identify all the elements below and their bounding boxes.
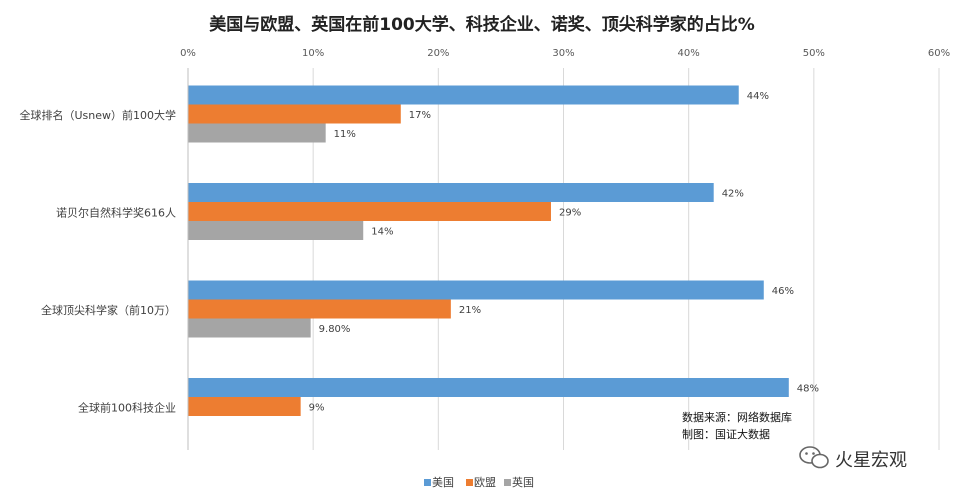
- x-tick-label: 30%: [552, 48, 574, 59]
- legend-label: 欧盟: [474, 476, 496, 489]
- x-tick-label: 60%: [928, 48, 950, 59]
- bar: [188, 378, 789, 397]
- category-label: 全球顶尖科学家（前10万）: [41, 303, 176, 317]
- data-labels: 44% 17% 11% 42% 29% 14% 46% 21% 9.80% 48% 9%: [309, 91, 819, 414]
- bar: [188, 85, 739, 105]
- category-label: 诺贝尔自然科学奖616人: [56, 206, 176, 220]
- legend-swatch: [424, 479, 431, 486]
- legend-label: 英国: [512, 475, 534, 489]
- x-tick-label: 40%: [678, 48, 700, 59]
- x-tick-label: 0%: [180, 48, 196, 59]
- x-axis-ticks: 0% 10% 20% 30% 40% 50% 60%: [180, 48, 950, 59]
- data-label: 29%: [559, 208, 581, 219]
- legend-swatch: [466, 479, 473, 486]
- source-note: 数据来源：网络数据库: [682, 410, 792, 424]
- category-labels: 全球排名（Usnew）前100大学诺贝尔自然科学奖616人全球顶尖科学家（前10…: [19, 108, 176, 415]
- bar: [188, 123, 326, 143]
- legend-label: 美国: [432, 476, 454, 489]
- bar: [188, 221, 364, 240]
- bar: [188, 280, 764, 300]
- wechat-icon: [799, 446, 829, 469]
- x-tick-label: 10%: [302, 48, 324, 59]
- category-label: 全球前100科技企业: [78, 401, 176, 415]
- data-label: 46%: [772, 286, 794, 297]
- data-label: 9.80%: [319, 324, 351, 335]
- x-tick-label: 20%: [427, 48, 449, 59]
- data-label: 21%: [459, 305, 481, 316]
- maker-note: 制图：国证大数据: [682, 427, 770, 441]
- data-label: 44%: [747, 91, 769, 102]
- watermark: 火星宏观: [799, 446, 907, 471]
- data-label: 48%: [797, 384, 819, 395]
- bar: [188, 299, 451, 319]
- chart-title: 美国与欧盟、英国在前100大学、科技企业、诺奖、顶尖科学家的占比%: [209, 14, 755, 35]
- bar: [188, 318, 311, 338]
- data-label: 11%: [334, 129, 356, 140]
- x-tick-label: 50%: [803, 48, 825, 59]
- watermark-text: 火星宏观: [835, 450, 907, 471]
- legend-swatch: [504, 479, 511, 486]
- bars: [188, 85, 789, 416]
- data-label: 14%: [371, 227, 393, 238]
- category-label: 全球排名（Usnew）前100大学: [19, 108, 176, 122]
- data-label: 17%: [409, 110, 431, 121]
- bar: [188, 183, 714, 202]
- bar: [188, 397, 301, 416]
- data-label: 42%: [722, 189, 744, 200]
- bar: [188, 104, 401, 124]
- bar: [188, 202, 551, 221]
- data-label: 9%: [309, 403, 325, 414]
- legend: 美国 欧盟 英国: [424, 475, 534, 489]
